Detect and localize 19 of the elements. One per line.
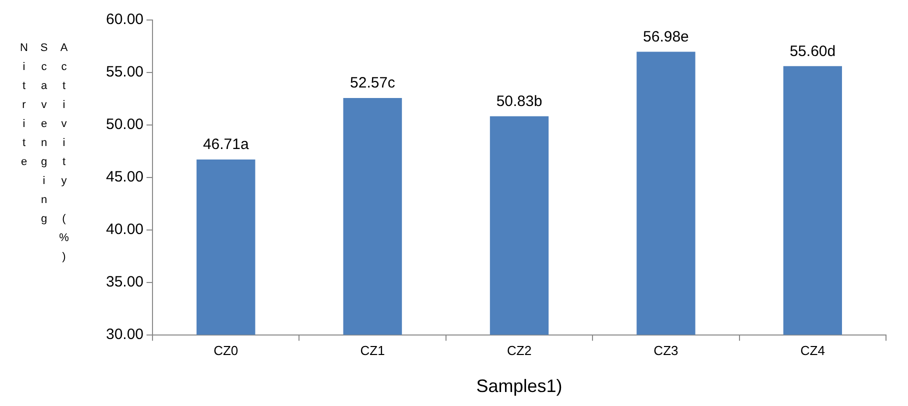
y-tick-label: 30.00 xyxy=(106,326,144,343)
x-tick-label: CZ0 xyxy=(214,343,238,358)
data-label: 46.71a xyxy=(202,136,250,154)
x-tick-label: CZ4 xyxy=(800,343,825,358)
y-tick-label: 40.00 xyxy=(106,221,144,238)
x-tick-label: CZ2 xyxy=(506,343,532,358)
data-label: 56.98e xyxy=(643,28,689,46)
y-tick-label: 50.00 xyxy=(106,116,144,134)
data-label: 55.60d xyxy=(790,42,836,60)
data-label: 50.83b xyxy=(496,92,542,110)
y-tick-label: 45.00 xyxy=(106,168,144,186)
data-label: 52.57c xyxy=(350,74,396,92)
x-tick-label: CZ3 xyxy=(654,343,678,358)
x-axis-title: Samples1) xyxy=(476,376,562,396)
x-tick-label: CZ1 xyxy=(360,343,385,358)
y-axis-title: Nitrite Scavenging Activity (%) xyxy=(17,42,71,272)
y-tick-label: 60.00 xyxy=(106,11,144,28)
y-tick-label: 35.00 xyxy=(106,273,144,290)
y-tick-label: 55.00 xyxy=(106,64,144,81)
